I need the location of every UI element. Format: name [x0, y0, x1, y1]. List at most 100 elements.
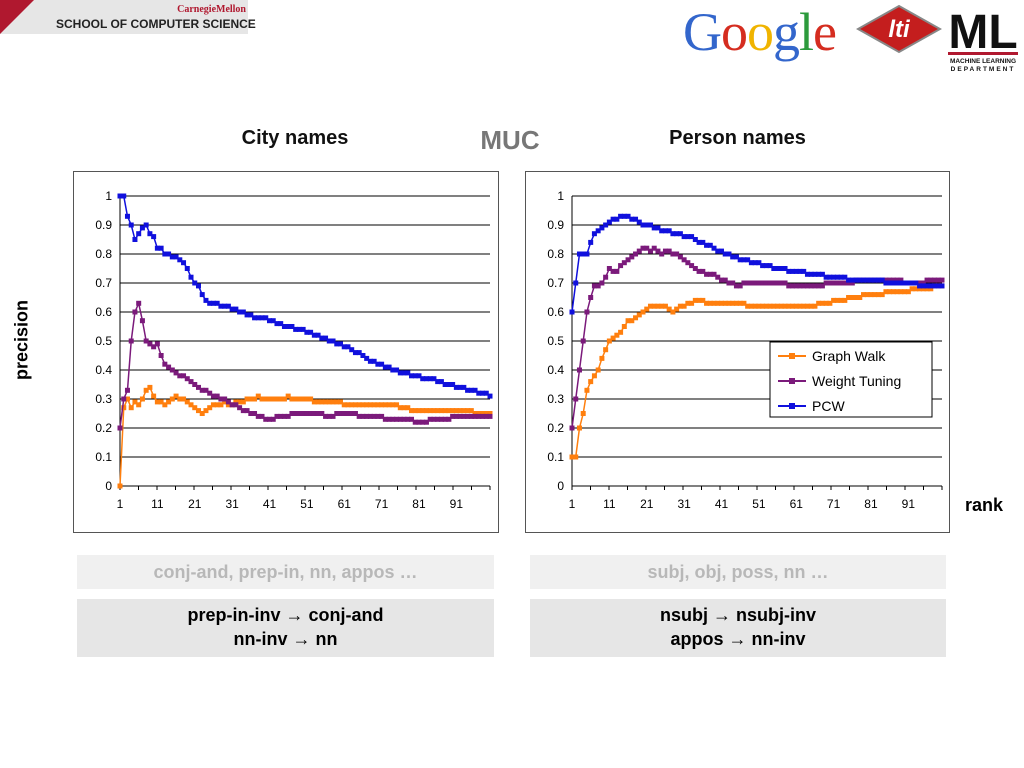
data-point [188, 379, 194, 385]
data-point [580, 411, 586, 416]
data-point [237, 405, 243, 411]
data-point [278, 321, 284, 327]
y-tick-label: 1 [557, 189, 564, 203]
data-point [584, 309, 590, 315]
data-point [883, 280, 889, 286]
data-point [831, 297, 837, 303]
data-point [655, 225, 661, 231]
y-tick-label: 0.5 [547, 334, 564, 348]
data-point [300, 326, 306, 332]
data-point [334, 399, 340, 405]
data-point [603, 222, 609, 228]
data-point [909, 280, 915, 286]
x-tick-label: 71 [827, 497, 841, 511]
data-point [263, 416, 269, 422]
data-point [233, 306, 239, 312]
data-point [195, 384, 201, 390]
data-point [700, 268, 706, 274]
data-point [184, 399, 190, 405]
data-point [214, 393, 220, 399]
data-point [752, 260, 758, 266]
data-point [311, 411, 317, 416]
data-point [771, 280, 777, 286]
data-point [737, 300, 743, 306]
data-point [707, 242, 713, 248]
data-point [913, 280, 919, 286]
data-point [625, 213, 631, 219]
data-point [659, 303, 665, 309]
data-point [420, 419, 426, 425]
data-point [711, 271, 717, 277]
data-point [584, 387, 590, 393]
data-point [169, 396, 175, 402]
y-tick-label: 0 [557, 479, 564, 493]
data-point [345, 344, 351, 350]
data-point [446, 382, 452, 387]
legend-label: PCW [812, 398, 845, 414]
data-point [588, 295, 594, 300]
data-point [468, 387, 474, 393]
data-point [442, 416, 448, 422]
data-point [412, 373, 418, 379]
data-point [304, 411, 310, 416]
data-point [614, 332, 620, 338]
data-point [932, 277, 938, 283]
cmu-header-bar [0, 0, 248, 34]
ml-logo: ML MACHINE LEARNING DEPARTMENT [946, 0, 1020, 76]
data-point [397, 370, 403, 376]
left-relations-box: conj-and, prep-in, nn, appos … [77, 555, 494, 589]
data-point [588, 239, 594, 245]
data-point [614, 268, 620, 274]
data-point [173, 393, 179, 399]
data-point [763, 303, 769, 309]
data-point [804, 271, 810, 277]
data-point [827, 274, 833, 280]
legend-label: Weight Tuning [812, 373, 901, 389]
data-point [842, 274, 848, 280]
data-point [121, 405, 127, 411]
data-point [741, 257, 747, 263]
data-point [420, 408, 426, 414]
data-point [797, 283, 803, 289]
data-point [651, 245, 657, 251]
data-point [181, 260, 187, 266]
data-point [457, 384, 463, 390]
data-point [591, 231, 597, 237]
data-point [252, 411, 258, 416]
data-point [136, 300, 142, 306]
data-point [281, 396, 287, 402]
data-point [315, 332, 321, 338]
data-point [218, 396, 224, 402]
data-point [278, 396, 284, 402]
data-point [618, 329, 624, 335]
data-point [326, 413, 332, 419]
data-point [177, 373, 183, 379]
data-point [326, 338, 332, 344]
y-tick-label: 0.7 [547, 276, 564, 290]
x-tick-label: 41 [715, 497, 729, 511]
data-point [367, 358, 373, 364]
data-point [300, 396, 306, 402]
data-point [240, 309, 246, 315]
data-point [790, 283, 796, 289]
data-point [192, 405, 198, 411]
data-point [603, 347, 609, 353]
data-point [666, 306, 672, 312]
lti-logo: lti [856, 4, 942, 54]
data-point [139, 318, 145, 324]
data-point [311, 332, 317, 338]
data-point [390, 402, 396, 408]
data-point [334, 341, 340, 347]
data-point [308, 329, 314, 335]
data-point [808, 303, 814, 309]
data-point [323, 399, 329, 405]
data-point [300, 411, 306, 416]
x-tick-label: 81 [864, 497, 878, 511]
data-point [468, 408, 474, 414]
data-point [722, 300, 728, 306]
data-point [726, 300, 732, 306]
data-point [401, 405, 407, 411]
x-tick-label: 91 [450, 497, 464, 511]
data-point [696, 268, 702, 274]
data-point [356, 402, 362, 408]
